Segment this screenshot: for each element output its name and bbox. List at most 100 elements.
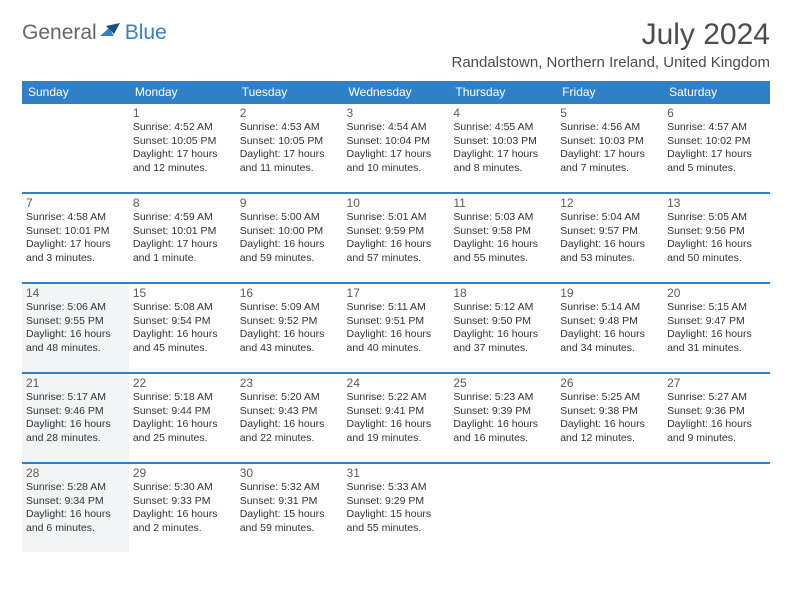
day-number: 29 [133,466,232,480]
day-number: 24 [347,376,446,390]
weekday-header: Monday [129,81,236,104]
day-sun-info: Sunrise: 5:08 AM Sunset: 9:54 PM Dayligh… [133,301,232,356]
day-number: 20 [667,286,766,300]
day-sun-info: Sunrise: 4:58 AM Sunset: 10:01 PM Daylig… [26,211,125,266]
day-number: 19 [560,286,659,300]
day-number: 14 [26,286,125,300]
day-sun-info: Sunrise: 5:06 AM Sunset: 9:55 PM Dayligh… [26,301,125,356]
day-sun-info: Sunrise: 5:18 AM Sunset: 9:44 PM Dayligh… [133,391,232,446]
day-sun-info: Sunrise: 5:30 AM Sunset: 9:33 PM Dayligh… [133,481,232,536]
calendar-day-cell: 14Sunrise: 5:06 AM Sunset: 9:55 PM Dayli… [22,284,129,372]
calendar-day-cell: 19Sunrise: 5:14 AM Sunset: 9:48 PM Dayli… [556,284,663,372]
calendar-day-cell: 22Sunrise: 5:18 AM Sunset: 9:44 PM Dayli… [129,374,236,462]
calendar-day-cell: 24Sunrise: 5:22 AM Sunset: 9:41 PM Dayli… [343,374,450,462]
calendar-day-cell: 17Sunrise: 5:11 AM Sunset: 9:51 PM Dayli… [343,284,450,372]
day-sun-info: Sunrise: 4:55 AM Sunset: 10:03 PM Daylig… [453,121,552,176]
calendar-day-cell: 28Sunrise: 5:28 AM Sunset: 9:34 PM Dayli… [22,464,129,552]
day-sun-info: Sunrise: 4:53 AM Sunset: 10:05 PM Daylig… [240,121,339,176]
day-sun-info: Sunrise: 5:32 AM Sunset: 9:31 PM Dayligh… [240,481,339,536]
day-number: 10 [347,196,446,210]
calendar-page: General Blue July 2024 Randalstown, Nort… [0,0,792,612]
calendar-day-cell: 31Sunrise: 5:33 AM Sunset: 9:29 PM Dayli… [343,464,450,552]
calendar-day-cell: 4Sunrise: 4:55 AM Sunset: 10:03 PM Dayli… [449,104,556,192]
day-sun-info: Sunrise: 5:20 AM Sunset: 9:43 PM Dayligh… [240,391,339,446]
calendar-day-cell [663,464,770,552]
calendar-day-cell: 23Sunrise: 5:20 AM Sunset: 9:43 PM Dayli… [236,374,343,462]
day-number: 15 [133,286,232,300]
calendar-day-cell: 2Sunrise: 4:53 AM Sunset: 10:05 PM Dayli… [236,104,343,192]
day-number: 27 [667,376,766,390]
weekday-header-row: Sunday Monday Tuesday Wednesday Thursday… [22,81,770,104]
calendar-day-cell: 12Sunrise: 5:04 AM Sunset: 9:57 PM Dayli… [556,194,663,282]
calendar-day-cell: 21Sunrise: 5:17 AM Sunset: 9:46 PM Dayli… [22,374,129,462]
calendar-day-cell [556,464,663,552]
weekday-header: Tuesday [236,81,343,104]
day-number: 13 [667,196,766,210]
day-sun-info: Sunrise: 4:52 AM Sunset: 10:05 PM Daylig… [133,121,232,176]
calendar-day-cell: 10Sunrise: 5:01 AM Sunset: 9:59 PM Dayli… [343,194,450,282]
calendar-day-cell: 11Sunrise: 5:03 AM Sunset: 9:58 PM Dayli… [449,194,556,282]
day-sun-info: Sunrise: 5:27 AM Sunset: 9:36 PM Dayligh… [667,391,766,446]
calendar-day-cell: 15Sunrise: 5:08 AM Sunset: 9:54 PM Dayli… [129,284,236,372]
calendar-day-cell: 30Sunrise: 5:32 AM Sunset: 9:31 PM Dayli… [236,464,343,552]
day-number: 7 [26,196,125,210]
day-sun-info: Sunrise: 5:05 AM Sunset: 9:56 PM Dayligh… [667,211,766,266]
day-sun-info: Sunrise: 5:03 AM Sunset: 9:58 PM Dayligh… [453,211,552,266]
day-sun-info: Sunrise: 5:12 AM Sunset: 9:50 PM Dayligh… [453,301,552,356]
day-sun-info: Sunrise: 5:25 AM Sunset: 9:38 PM Dayligh… [560,391,659,446]
day-number: 4 [453,106,552,120]
calendar-day-cell: 6Sunrise: 4:57 AM Sunset: 10:02 PM Dayli… [663,104,770,192]
day-sun-info: Sunrise: 4:54 AM Sunset: 10:04 PM Daylig… [347,121,446,176]
weekday-header: Saturday [663,81,770,104]
day-number: 6 [667,106,766,120]
day-number: 22 [133,376,232,390]
calendar-day-cell: 1Sunrise: 4:52 AM Sunset: 10:05 PM Dayli… [129,104,236,192]
day-sun-info: Sunrise: 5:22 AM Sunset: 9:41 PM Dayligh… [347,391,446,446]
day-number: 18 [453,286,552,300]
calendar-day-cell: 5Sunrise: 4:56 AM Sunset: 10:03 PM Dayli… [556,104,663,192]
day-number: 31 [347,466,446,480]
calendar-day-cell: 13Sunrise: 5:05 AM Sunset: 9:56 PM Dayli… [663,194,770,282]
day-number: 16 [240,286,339,300]
calendar-day-cell [449,464,556,552]
calendar-day-cell: 20Sunrise: 5:15 AM Sunset: 9:47 PM Dayli… [663,284,770,372]
day-sun-info: Sunrise: 5:14 AM Sunset: 9:48 PM Dayligh… [560,301,659,356]
calendar-day-cell: 8Sunrise: 4:59 AM Sunset: 10:01 PM Dayli… [129,194,236,282]
day-number: 12 [560,196,659,210]
day-number: 30 [240,466,339,480]
day-sun-info: Sunrise: 4:57 AM Sunset: 10:02 PM Daylig… [667,121,766,176]
flag-icon [100,20,122,41]
calendar-week-row: 1Sunrise: 4:52 AM Sunset: 10:05 PM Dayli… [22,104,770,192]
weekday-header: Wednesday [343,81,450,104]
day-sun-info: Sunrise: 5:33 AM Sunset: 9:29 PM Dayligh… [347,481,446,536]
day-sun-info: Sunrise: 5:23 AM Sunset: 9:39 PM Dayligh… [453,391,552,446]
day-sun-info: Sunrise: 5:28 AM Sunset: 9:34 PM Dayligh… [26,481,125,536]
month-title: July 2024 [451,18,770,52]
day-number: 11 [453,196,552,210]
day-sun-info: Sunrise: 4:59 AM Sunset: 10:01 PM Daylig… [133,211,232,266]
day-sun-info: Sunrise: 5:11 AM Sunset: 9:51 PM Dayligh… [347,301,446,356]
day-number: 25 [453,376,552,390]
day-sun-info: Sunrise: 5:17 AM Sunset: 9:46 PM Dayligh… [26,391,125,446]
calendar-week-row: 7Sunrise: 4:58 AM Sunset: 10:01 PM Dayli… [22,194,770,282]
day-number: 17 [347,286,446,300]
location-subtitle: Randalstown, Northern Ireland, United Ki… [451,54,770,71]
day-number: 23 [240,376,339,390]
day-number: 28 [26,466,125,480]
day-number: 2 [240,106,339,120]
title-block: July 2024 Randalstown, Northern Ireland,… [451,18,770,71]
weekday-header: Friday [556,81,663,104]
calendar-day-cell: 25Sunrise: 5:23 AM Sunset: 9:39 PM Dayli… [449,374,556,462]
day-number: 5 [560,106,659,120]
calendar-day-cell: 9Sunrise: 5:00 AM Sunset: 10:00 PM Dayli… [236,194,343,282]
calendar-day-cell: 27Sunrise: 5:27 AM Sunset: 9:36 PM Dayli… [663,374,770,462]
calendar-day-cell: 16Sunrise: 5:09 AM Sunset: 9:52 PM Dayli… [236,284,343,372]
header: General Blue July 2024 Randalstown, Nort… [22,18,770,71]
day-number: 9 [240,196,339,210]
day-number: 3 [347,106,446,120]
calendar-week-row: 14Sunrise: 5:06 AM Sunset: 9:55 PM Dayli… [22,284,770,372]
calendar-week-row: 28Sunrise: 5:28 AM Sunset: 9:34 PM Dayli… [22,464,770,552]
calendar-day-cell [22,104,129,192]
day-number: 26 [560,376,659,390]
day-number: 8 [133,196,232,210]
